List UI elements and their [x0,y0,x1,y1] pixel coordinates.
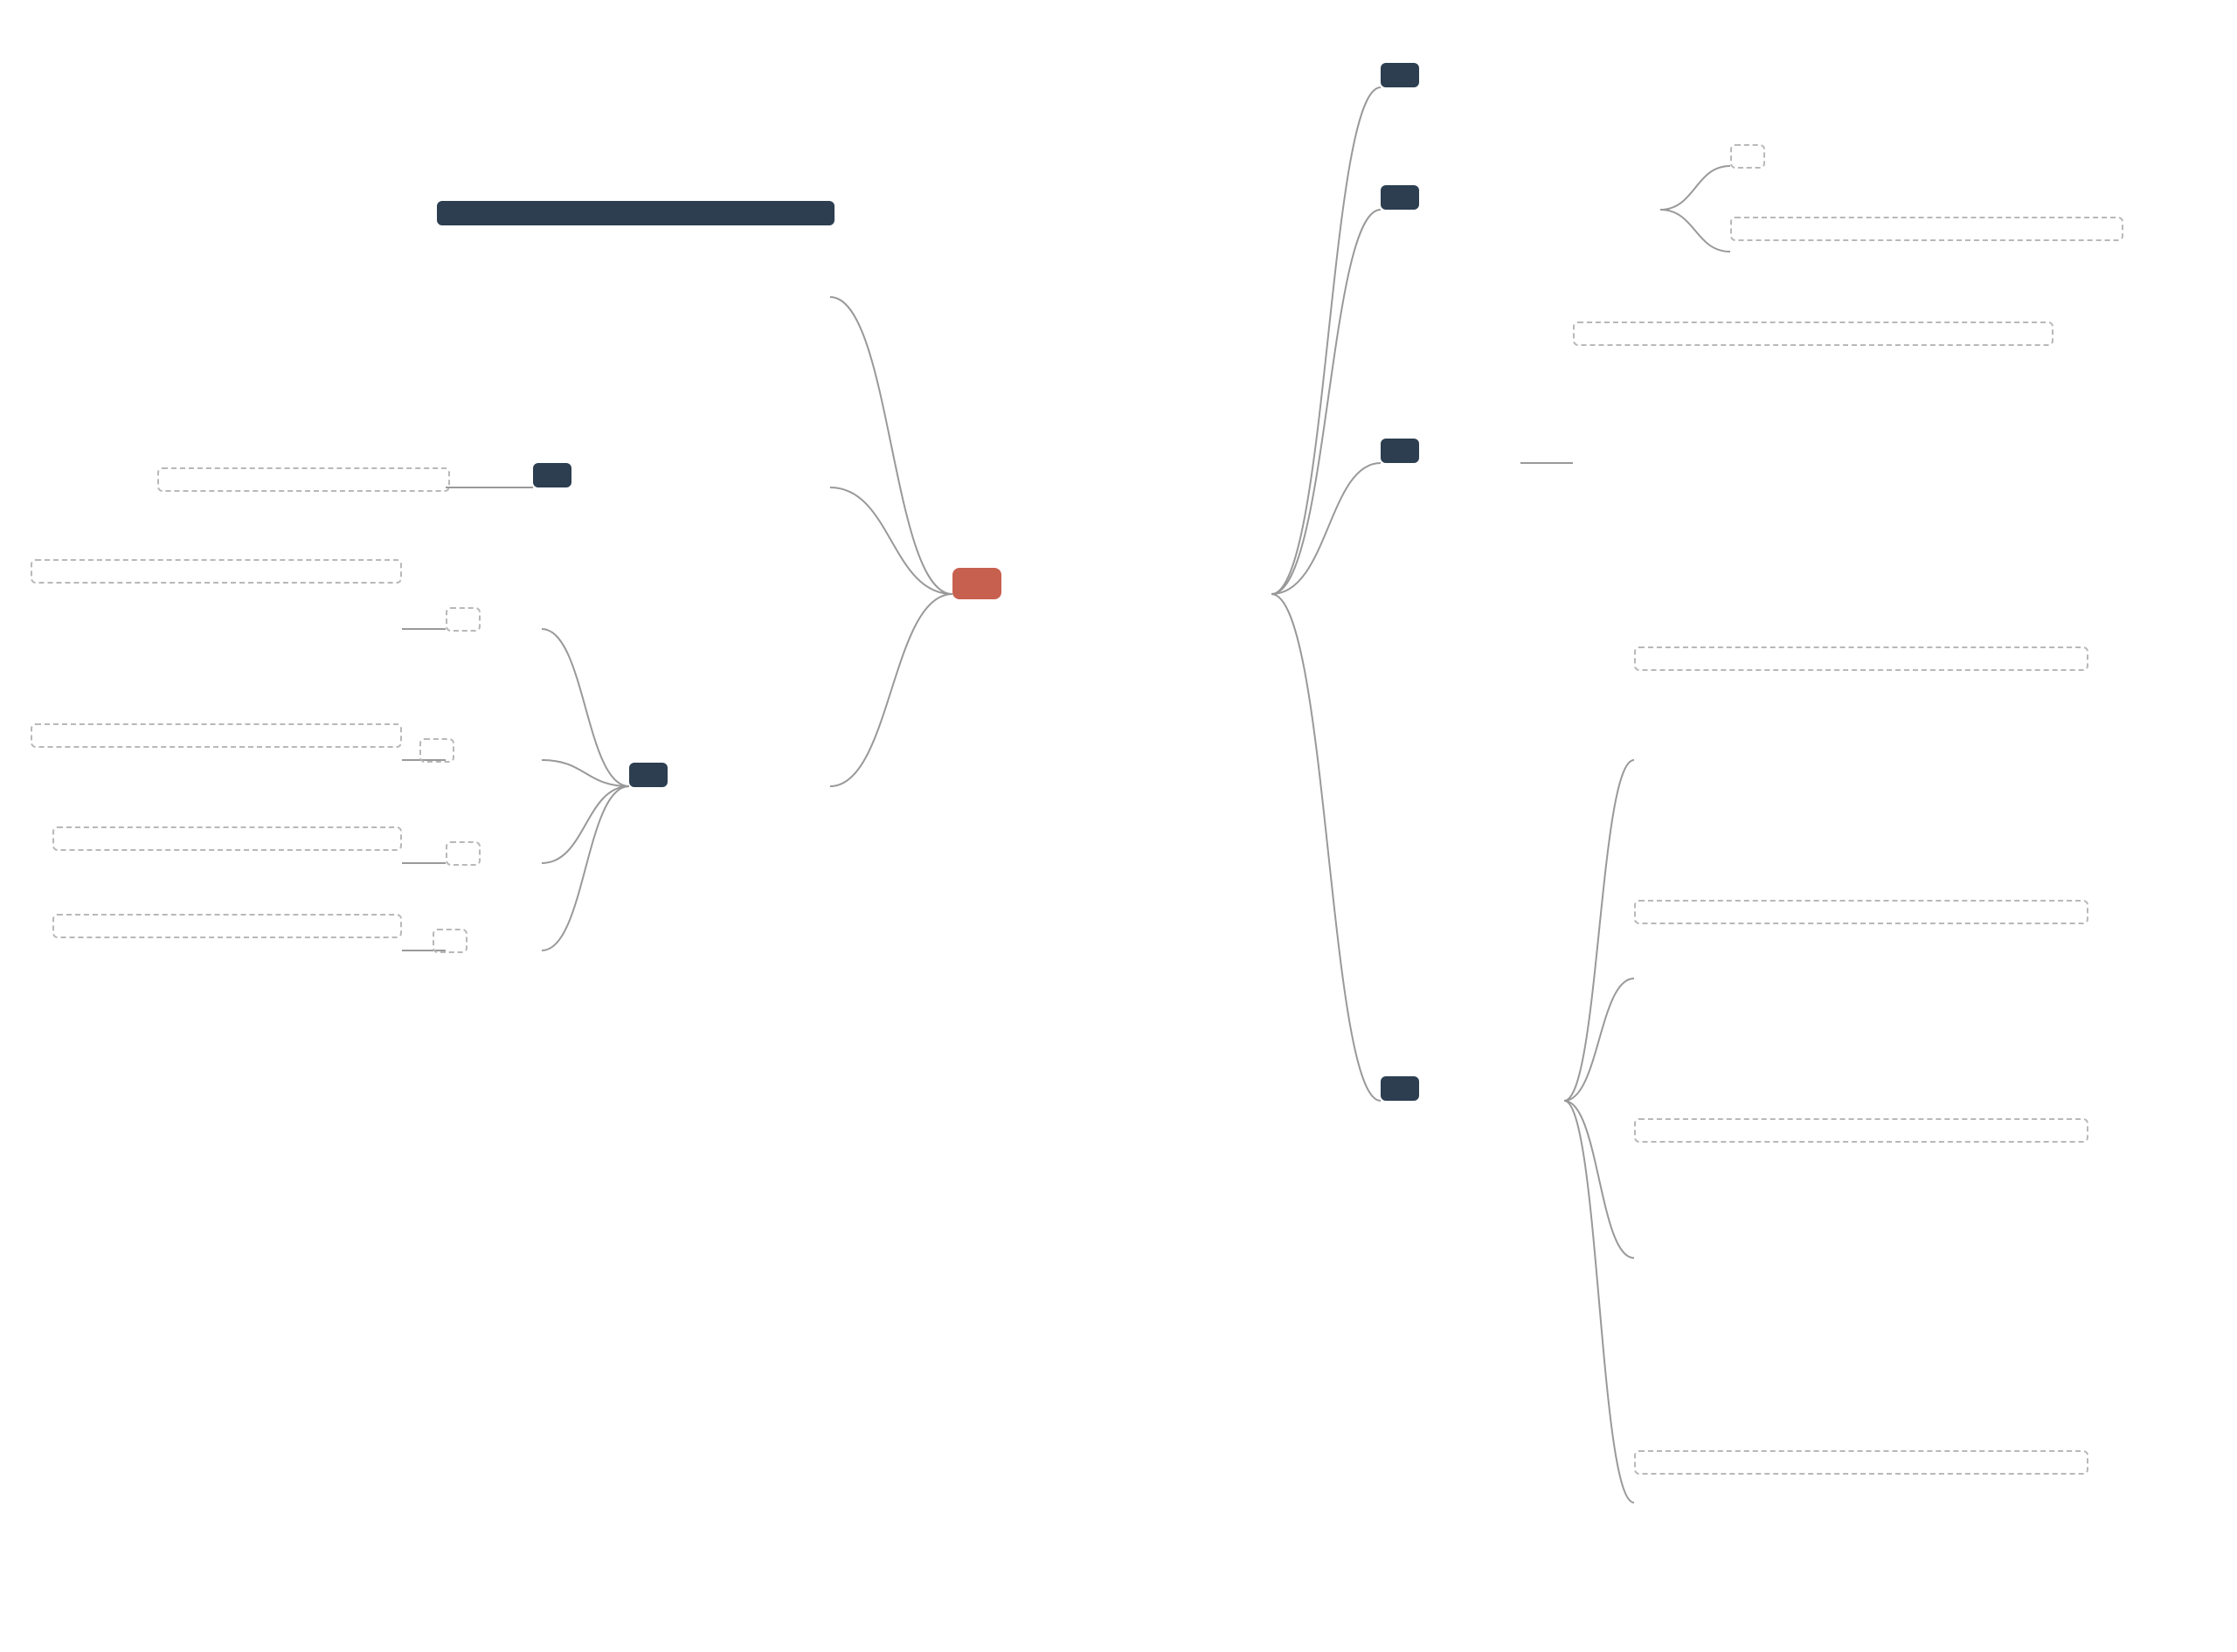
origin-para-3[interactable] [1634,1118,2088,1143]
days-leaf-1[interactable] [1730,144,1765,169]
activity-4-desc[interactable] [52,914,402,938]
days-leaf-2[interactable] [1730,217,2123,241]
brief-desc[interactable] [1573,321,2053,346]
highway-node[interactable] [533,463,571,487]
origin-para-2[interactable] [1634,900,2088,924]
activity-1[interactable] [446,607,481,632]
brief-node[interactable] [1381,439,1419,463]
activity-2-desc[interactable] [31,723,402,748]
activity-2[interactable] [419,738,454,763]
origin-para-4[interactable] [1634,1450,2088,1475]
full-node[interactable] [1381,63,1419,87]
left-intro-node[interactable] [437,201,835,225]
origin-node[interactable] [1381,1076,1419,1101]
activity-4[interactable] [433,929,467,953]
activities-node[interactable] [629,763,668,787]
highway-leaf[interactable] [157,467,450,492]
activity-3-desc[interactable] [52,826,402,851]
activity-3[interactable] [446,841,481,866]
activity-1-desc[interactable] [31,559,402,584]
origin-para-1[interactable] [1634,646,2088,671]
days-node[interactable] [1381,185,1419,210]
root-node[interactable] [952,568,1001,599]
